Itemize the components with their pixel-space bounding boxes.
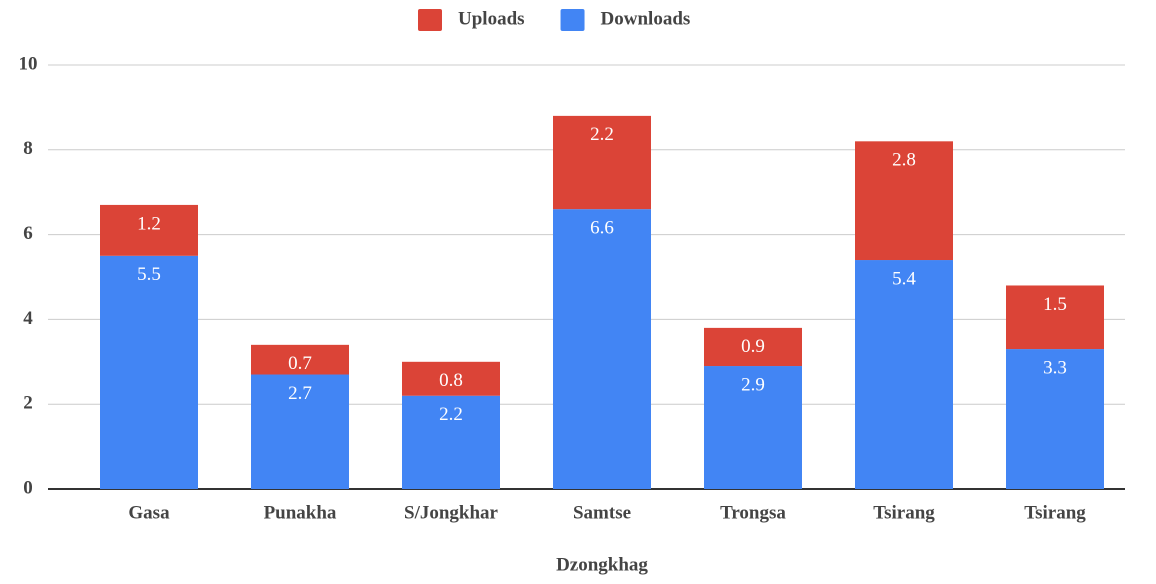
value-label: 1.5 — [1043, 294, 1067, 315]
x-tick-label: S/Jongkhar — [404, 502, 499, 523]
value-label: 1.2 — [137, 213, 161, 234]
bar-segment — [1006, 285, 1104, 350]
x-tick-label: Samtse — [573, 502, 631, 523]
bar-segment — [553, 115, 651, 210]
bar-segment — [402, 395, 500, 489]
y-tick-label: 8 — [23, 138, 33, 159]
y-tick-label: 2 — [23, 393, 33, 414]
value-label: 6.6 — [590, 218, 614, 239]
bar-segment — [251, 344, 349, 375]
bar-segment — [704, 327, 802, 367]
x-tick-label: Tsirang — [873, 502, 935, 523]
value-label: 2.8 — [892, 150, 916, 171]
value-label: 0.7 — [288, 353, 312, 374]
bar-segment — [553, 209, 651, 489]
legend-swatch — [560, 9, 585, 31]
bar-segment — [855, 141, 953, 261]
bar-segment — [251, 374, 349, 489]
x-tick-label: Tsirang — [1024, 502, 1086, 523]
value-label: 0.9 — [741, 336, 765, 357]
bar-segment — [855, 260, 953, 489]
bar-segment — [402, 361, 500, 396]
value-label: 2.7 — [288, 383, 312, 404]
value-label: 2.2 — [439, 404, 463, 425]
bar-segment — [704, 366, 802, 489]
value-label: 5.5 — [137, 264, 161, 285]
x-axis-label: Dzongkhag — [556, 554, 648, 575]
legend-label: Uploads — [458, 8, 525, 29]
legend-label: Downloads — [601, 8, 691, 29]
y-tick-label: 0 — [23, 477, 33, 498]
value-label: 2.9 — [741, 374, 765, 395]
bar-segment — [100, 204, 198, 256]
legend-swatch — [418, 9, 442, 31]
x-tick-label: Trongsa — [720, 502, 786, 523]
bar-segment — [1006, 349, 1104, 489]
x-tick-label: Punakha — [264, 502, 337, 523]
value-label: 2.2 — [590, 124, 614, 145]
value-label: 0.8 — [439, 370, 463, 391]
value-label: 3.3 — [1043, 357, 1067, 378]
y-tick-label: 4 — [23, 308, 33, 329]
x-tick-label: Gasa — [128, 502, 170, 523]
y-tick-label: 10 — [19, 53, 38, 74]
value-label: 5.4 — [892, 268, 916, 289]
bar-segment — [100, 255, 198, 489]
y-tick-label: 6 — [23, 223, 33, 244]
